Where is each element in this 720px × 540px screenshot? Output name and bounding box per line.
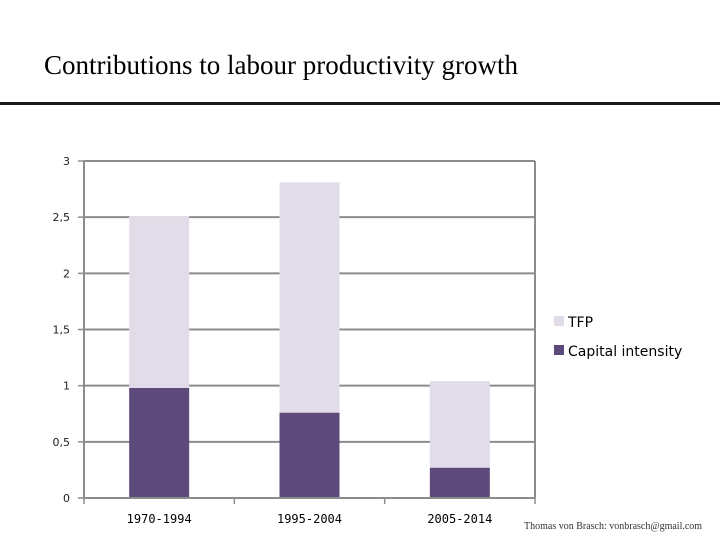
- bar-tfp-1995-2004: [279, 182, 340, 413]
- x-tick-label: 2005-2014: [427, 512, 492, 526]
- legend-swatch-capital-intensity: [554, 345, 564, 355]
- bar-tfp-1970-1994: [129, 216, 190, 388]
- y-tick-label: 0,5: [53, 436, 71, 449]
- legend: TFP Capital intensity: [554, 315, 682, 360]
- y-tick-label: 0: [63, 492, 70, 505]
- legend-label-capital-intensity: Capital intensity: [568, 344, 682, 360]
- bar-capital-intensity-1995-2004: [279, 412, 340, 498]
- x-tick-labels: 1970-1994 1995-2004 2005-2014: [127, 512, 493, 526]
- chart-title: Contributions to labour productivity gro…: [44, 50, 518, 80]
- title-divider: [0, 102, 720, 105]
- bar-tfp-2005-2014: [429, 381, 490, 468]
- legend-swatch-tfp: [554, 316, 564, 326]
- y-tick-label: 1,5: [53, 324, 71, 337]
- y-tick-label: 1: [63, 380, 70, 393]
- y-tick-label: 3: [63, 155, 70, 168]
- y-tick-label: 2,5: [53, 211, 71, 224]
- y-tick-label: 2: [63, 267, 70, 280]
- footer-credit: Thomas von Brasch: vonbrasch@gmail.com: [524, 521, 703, 532]
- y-tick-labels: 0 0,5 1 1,5 2 2,5 3: [53, 155, 71, 505]
- axes: [78, 160, 536, 504]
- x-tick-label: 1995-2004: [277, 512, 342, 526]
- bars: [129, 182, 490, 498]
- bar-capital-intensity-2005-2014: [429, 467, 490, 498]
- bar-capital-intensity-1970-1994: [129, 387, 190, 498]
- legend-label-tfp: TFP: [567, 315, 593, 331]
- x-tick-label: 1970-1994: [127, 512, 192, 526]
